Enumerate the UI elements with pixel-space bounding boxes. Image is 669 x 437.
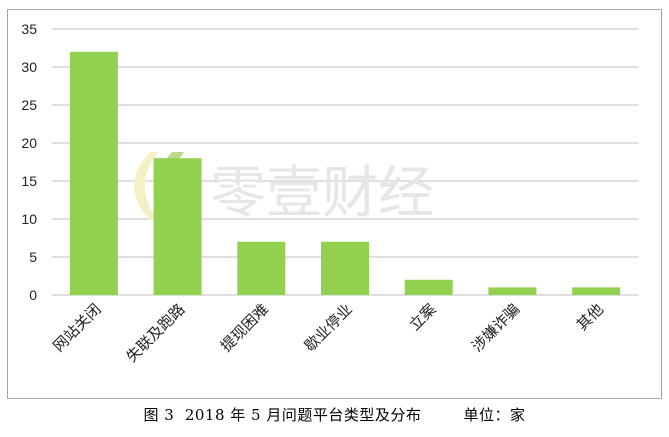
y-tick-label: 0 xyxy=(29,287,37,303)
x-category-label: 立案 xyxy=(406,300,440,334)
figure-caption: 图 3 2018 年 5 月问题平台类型及分布 单位：家 xyxy=(143,406,526,424)
bar xyxy=(404,279,453,295)
watermark-text: 零壹财经 xyxy=(210,161,434,226)
bar xyxy=(321,241,369,295)
watermark-logo-icon xyxy=(134,152,158,220)
x-category-label: 网站关闭 xyxy=(50,300,105,355)
bar-chart: 零壹财经 0 5 10 15 20 25 30 35 网站关闭 失联及跑路 提现困难 歇业停业 立案涉… xyxy=(21,21,638,366)
y-tick-label: 5 xyxy=(29,249,37,265)
bars xyxy=(69,51,621,295)
y-tick-label: 20 xyxy=(21,135,37,151)
y-tick-label: 25 xyxy=(21,97,37,113)
x-axis-categories: 网站关闭 失联及跑路 提现困难 歇业停业 立案 涉嫌诈骗 其他 xyxy=(50,300,607,366)
bar xyxy=(153,158,202,295)
y-tick-label: 15 xyxy=(21,173,37,189)
y-tick-label: 10 xyxy=(21,211,37,227)
x-category-label: 提现困难 xyxy=(217,300,272,355)
gridlines xyxy=(52,28,638,296)
x-category-label: 涉嫌诈骗 xyxy=(468,300,523,355)
bar xyxy=(488,287,537,295)
bar xyxy=(69,51,118,295)
y-tick-label: 35 xyxy=(21,21,37,37)
y-axis-ticks: 0 5 10 15 20 25 30 35 xyxy=(21,21,37,303)
bar xyxy=(572,287,621,295)
bar xyxy=(237,241,286,295)
x-category-label: 歇业停业 xyxy=(301,300,356,355)
x-category-label: 其他 xyxy=(573,300,607,334)
x-category-label: 失联及跑路 xyxy=(123,300,189,366)
y-tick-label: 30 xyxy=(21,59,37,75)
